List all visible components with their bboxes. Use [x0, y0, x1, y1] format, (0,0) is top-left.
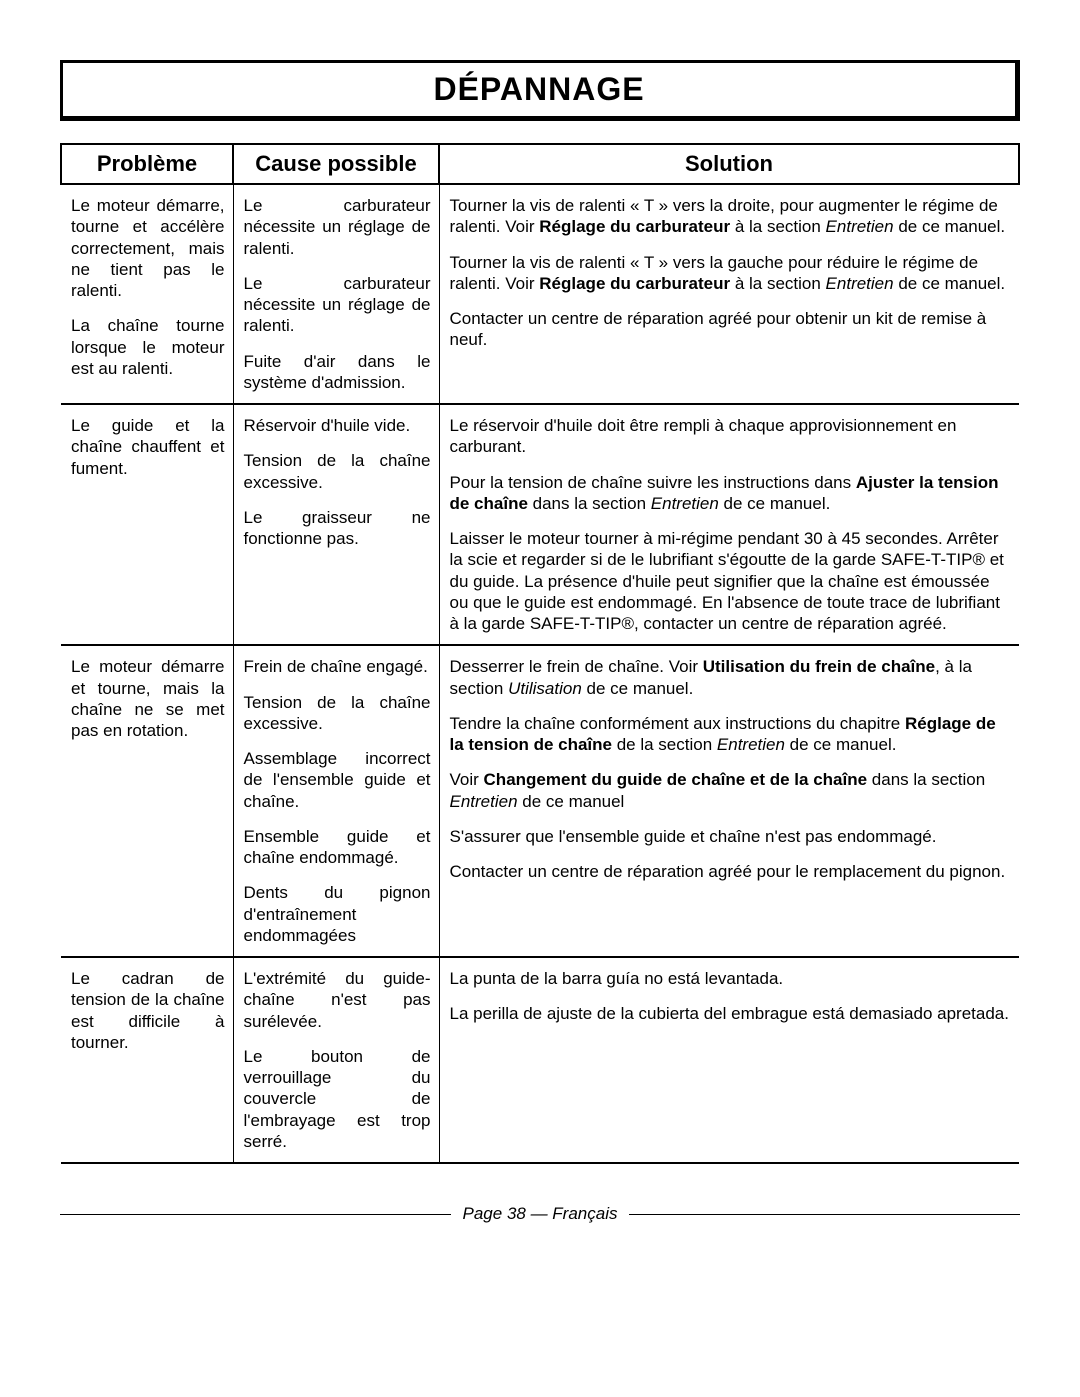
section-title: DÉPANNAGE [83, 71, 995, 108]
footer-rule [60, 1214, 451, 1215]
text: Le carburateur nécessite un réglage de r… [244, 273, 431, 337]
text: Tension de la chaîne excessive. [244, 692, 431, 735]
text: Contacter un centre de réparation agréé … [450, 861, 1012, 882]
text: S'assurer que l'ensemble guide et chaîne… [450, 826, 1012, 847]
table-row: Le guide et la chaîne chauffent et fumen… [61, 404, 1019, 645]
header-problem: Problème [61, 144, 233, 184]
text: Contacter un centre de réparation agréé … [450, 308, 1012, 351]
footer-text: Page 38 — Français [463, 1204, 618, 1224]
page-footer: Page 38 — Français [60, 1204, 1020, 1224]
text: Desserrer le frein de chaîne. Voir Utili… [450, 656, 1012, 699]
text: Le carburateur nécessite un réglage de r… [244, 195, 431, 259]
cell-solution: Desserrer le frein de chaîne. Voir Utili… [439, 645, 1019, 957]
table-row: Le moteur démarre, tourne et accélère co… [61, 184, 1019, 404]
cell-solution: Le réservoir d'huile doit être rempli à … [439, 404, 1019, 645]
text: Laisser le moteur tourner à mi-régime pe… [450, 528, 1012, 634]
table-row: Le moteur démarre et tourne, mais la cha… [61, 645, 1019, 957]
text: Tension de la chaîne excessive. [244, 450, 431, 493]
cell-problem: Le moteur démarre, tourne et accélère co… [61, 184, 233, 404]
text: Le bouton de verrouillage du couvercle d… [244, 1046, 431, 1152]
text: Dents du pignon d'entraînement endommagé… [244, 882, 431, 946]
cell-solution: Tourner la vis de ralenti « T » vers la … [439, 184, 1019, 404]
troubleshooting-table: Problème Cause possible Solution Le mote… [60, 143, 1020, 1164]
text: Assemblage incorrect de l'ensemble guide… [244, 748, 431, 812]
header-solution: Solution [439, 144, 1019, 184]
cell-cause: Frein de chaîne engagé. Tension de la ch… [233, 645, 439, 957]
text: Voir Changement du guide de chaîne et de… [450, 769, 1012, 812]
text: La perilla de ajuste de la cubierta del … [450, 1003, 1012, 1024]
cell-problem: Le guide et la chaîne chauffent et fumen… [61, 404, 233, 645]
text: La punta de la barra guía no está levant… [450, 968, 1012, 989]
text: Fuite d'air dans le système d'admission. [244, 351, 431, 394]
section-title-frame: DÉPANNAGE [60, 60, 1020, 121]
cell-cause: L'extrémité du guide-chaîne n'est pas su… [233, 957, 439, 1163]
cell-solution: La punta de la barra guía no está levant… [439, 957, 1019, 1163]
table-row: Le cadran de tension de la chaîne est di… [61, 957, 1019, 1163]
text: Le réservoir d'huile doit être rempli à … [450, 415, 1012, 458]
text: Pour la tension de chaîne suivre les ins… [450, 472, 1012, 515]
table-header-row: Problème Cause possible Solution [61, 144, 1019, 184]
cell-cause: Réservoir d'huile vide. Tension de la ch… [233, 404, 439, 645]
text: L'extrémité du guide-chaîne n'est pas su… [244, 968, 431, 1032]
cell-problem: Le cadran de tension de la chaîne est di… [61, 957, 233, 1163]
text: Tourner la vis de ralenti « T » vers la … [450, 195, 1012, 238]
text: Ensemble guide et chaîne endommagé. [244, 826, 431, 869]
text: Tourner la vis de ralenti « T » vers la … [450, 252, 1012, 295]
text: Réservoir d'huile vide. [244, 415, 431, 436]
cell-problem: Le moteur démarre et tourne, mais la cha… [61, 645, 233, 957]
footer-rule [629, 1214, 1020, 1215]
cell-cause: Le carburateur nécessite un réglage de r… [233, 184, 439, 404]
text: Le moteur démarre, tourne et accélère co… [71, 195, 225, 301]
text: Le graisseur ne fonctionne pas. [244, 507, 431, 550]
header-cause: Cause possible [233, 144, 439, 184]
text: Frein de chaîne engagé. [244, 656, 431, 677]
text: La chaîne tourne lorsque le moteur est a… [71, 315, 225, 379]
text: Tendre la chaîne conformément aux instru… [450, 713, 1012, 756]
